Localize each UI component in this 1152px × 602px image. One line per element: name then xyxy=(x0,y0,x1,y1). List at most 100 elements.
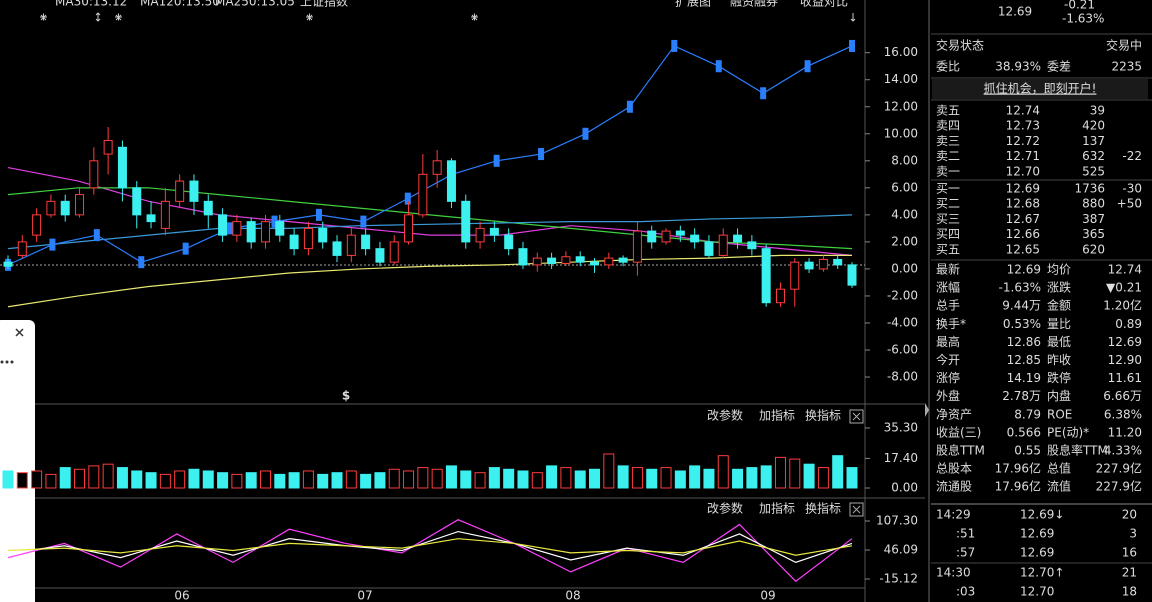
kdj-line xyxy=(7,538,853,556)
candle-body xyxy=(418,173,428,216)
volume-bar xyxy=(445,465,457,489)
candle-body xyxy=(733,234,743,243)
candle-body xyxy=(332,241,342,256)
pane-button[interactable]: 换指标 xyxy=(805,408,841,423)
stat-label: 跌停 xyxy=(1047,370,1071,385)
index-box xyxy=(360,215,367,228)
volume-bar xyxy=(74,468,86,489)
change: -0.21 xyxy=(1064,0,1095,12)
index-box xyxy=(493,154,500,167)
tick-time: :57 xyxy=(956,546,975,560)
pane-button[interactable]: 改参数 xyxy=(707,501,743,516)
stat-label: 股息TTM xyxy=(936,443,985,458)
book-label: 买一 xyxy=(936,182,960,196)
stat-label: 股息率TTM xyxy=(1047,443,1108,458)
volume-bar xyxy=(474,472,486,489)
candle-body xyxy=(203,200,213,216)
book-label: 卖二 xyxy=(936,149,960,163)
candle-body xyxy=(361,234,371,250)
book-label: 卖五 xyxy=(936,104,960,118)
candle-body xyxy=(218,214,228,236)
y-tick-label: 107.30 xyxy=(876,513,918,527)
index-box xyxy=(715,60,722,73)
stat-label: 总值 xyxy=(1047,461,1071,476)
candle-body xyxy=(303,227,313,250)
volume-bar xyxy=(403,470,415,489)
pane-close[interactable] xyxy=(849,409,864,424)
stat-label: 流通股 xyxy=(936,480,972,494)
book-volume: 632 xyxy=(1082,149,1105,163)
signal-marker: $ xyxy=(342,389,350,403)
pane-button[interactable]: 换指标 xyxy=(805,501,841,516)
volume-bar xyxy=(417,467,429,489)
stat-value: 12.74 xyxy=(1108,263,1142,277)
popup xyxy=(0,320,35,602)
candle-body xyxy=(690,234,700,243)
volume-bar xyxy=(646,468,658,489)
ma-line xyxy=(7,254,852,308)
popup-close[interactable] xyxy=(15,328,24,337)
banner[interactable]: 抓住机会，即刻开户! xyxy=(984,81,1097,96)
candle-body xyxy=(790,261,800,290)
volume-bar xyxy=(674,470,686,489)
x-tick-label: 09 xyxy=(760,589,775,602)
legend-text: MA250:13.05 xyxy=(215,0,295,9)
candle-body xyxy=(404,214,414,243)
legend-text: 收益对比 xyxy=(800,0,848,9)
candle-body xyxy=(46,200,56,216)
volume-bar xyxy=(517,470,529,489)
candle-body xyxy=(761,248,771,304)
volume-bar xyxy=(16,472,28,489)
candle-body xyxy=(818,258,828,270)
tick-volume: 20 xyxy=(1122,508,1137,522)
book-volume: 365 xyxy=(1082,227,1105,241)
stat-label: 外盘 xyxy=(936,388,960,403)
volume-bar xyxy=(431,468,443,489)
stat-label: 最高 xyxy=(936,334,960,349)
index-box xyxy=(182,242,189,255)
pane-button[interactable]: 改参数 xyxy=(707,408,743,423)
candle-body xyxy=(132,187,142,216)
y-tick-label: -15.12 xyxy=(879,572,918,586)
volume-bar xyxy=(789,458,801,489)
popup-more[interactable] xyxy=(0,360,14,364)
pane-button[interactable]: 加指标 xyxy=(759,408,795,423)
volume-bar xyxy=(846,467,858,489)
ratio: 2235 xyxy=(1111,60,1142,74)
pane-close[interactable] xyxy=(849,502,864,517)
y-tick-label: 8.00 xyxy=(891,153,918,167)
stat-value: 0.566 xyxy=(1007,425,1041,439)
book-price: 12.65 xyxy=(1006,242,1040,256)
candle-body xyxy=(432,160,442,175)
volume-bar xyxy=(488,467,500,489)
stat-label: 今开 xyxy=(936,352,960,367)
candle-body xyxy=(618,257,628,263)
tick-price: 12.69 xyxy=(1020,546,1054,560)
candle-body xyxy=(718,234,728,256)
candle-body xyxy=(89,160,99,189)
candle-body xyxy=(590,261,600,266)
volume-bar xyxy=(59,467,71,489)
volume-bar xyxy=(374,472,386,489)
candle-body xyxy=(647,230,657,243)
stat-label: 换手* xyxy=(936,317,966,331)
book-price: 12.74 xyxy=(1006,104,1040,118)
candle-body xyxy=(346,234,356,256)
stat-value: 12.69 xyxy=(1007,263,1041,277)
index-box xyxy=(582,127,589,140)
tick-price: 12.69 xyxy=(1020,527,1054,541)
book-label: 买三 xyxy=(936,212,960,226)
change-pct: -1.63% xyxy=(1062,12,1104,26)
book-volume: 1736 xyxy=(1074,182,1105,196)
stat-value: 0.89 xyxy=(1115,317,1142,331)
volume-bar xyxy=(703,468,715,489)
candle-body xyxy=(232,221,242,236)
candle-body xyxy=(461,200,471,243)
stat-label: 昨收 xyxy=(1047,353,1071,367)
stat-value: 14.19 xyxy=(1007,371,1041,385)
collapse-arrow[interactable] xyxy=(925,403,929,417)
pane-button[interactable]: 加指标 xyxy=(759,501,795,516)
book-price: 12.71 xyxy=(1006,149,1040,163)
candle-body xyxy=(189,180,199,202)
volume-bar xyxy=(817,467,829,489)
